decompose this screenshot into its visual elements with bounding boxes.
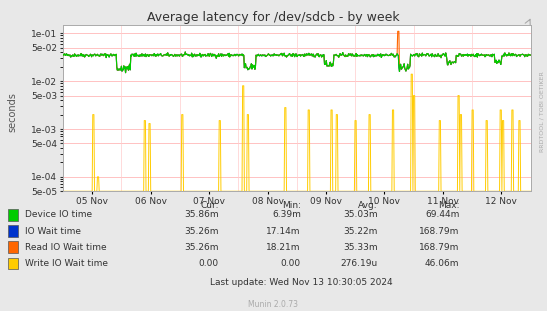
Text: IO Wait time: IO Wait time [25,227,80,235]
Text: RRDTOOL / TOBI OETIKER: RRDTOOL / TOBI OETIKER [539,72,544,152]
Text: 276.19u: 276.19u [340,259,377,268]
Text: 168.79m: 168.79m [419,243,459,252]
Text: 0.00: 0.00 [281,259,301,268]
Text: 0.00: 0.00 [199,259,219,268]
Text: Last update: Wed Nov 13 10:30:05 2024: Last update: Wed Nov 13 10:30:05 2024 [210,278,392,286]
Text: Munin 2.0.73: Munin 2.0.73 [248,300,299,309]
Text: 35.33m: 35.33m [343,243,377,252]
Text: Device IO time: Device IO time [25,211,92,219]
Text: Cur:: Cur: [200,201,219,210]
Text: Read IO Wait time: Read IO Wait time [25,243,106,252]
Text: Write IO Wait time: Write IO Wait time [25,259,108,268]
Text: 35.86m: 35.86m [184,211,219,219]
Text: 17.14m: 17.14m [266,227,301,235]
Text: Max:: Max: [438,201,459,210]
Text: seconds: seconds [7,92,17,132]
Text: Avg:: Avg: [358,201,377,210]
Text: 35.03m: 35.03m [343,211,377,219]
Text: 35.22m: 35.22m [343,227,377,235]
Text: Average latency for /dev/sdcb - by week: Average latency for /dev/sdcb - by week [147,11,400,24]
Text: Min:: Min: [282,201,301,210]
Text: 168.79m: 168.79m [419,227,459,235]
Text: 35.26m: 35.26m [184,243,219,252]
Text: 18.21m: 18.21m [266,243,301,252]
Text: 6.39m: 6.39m [272,211,301,219]
Text: 46.06m: 46.06m [425,259,459,268]
Text: 35.26m: 35.26m [184,227,219,235]
Text: 69.44m: 69.44m [425,211,459,219]
